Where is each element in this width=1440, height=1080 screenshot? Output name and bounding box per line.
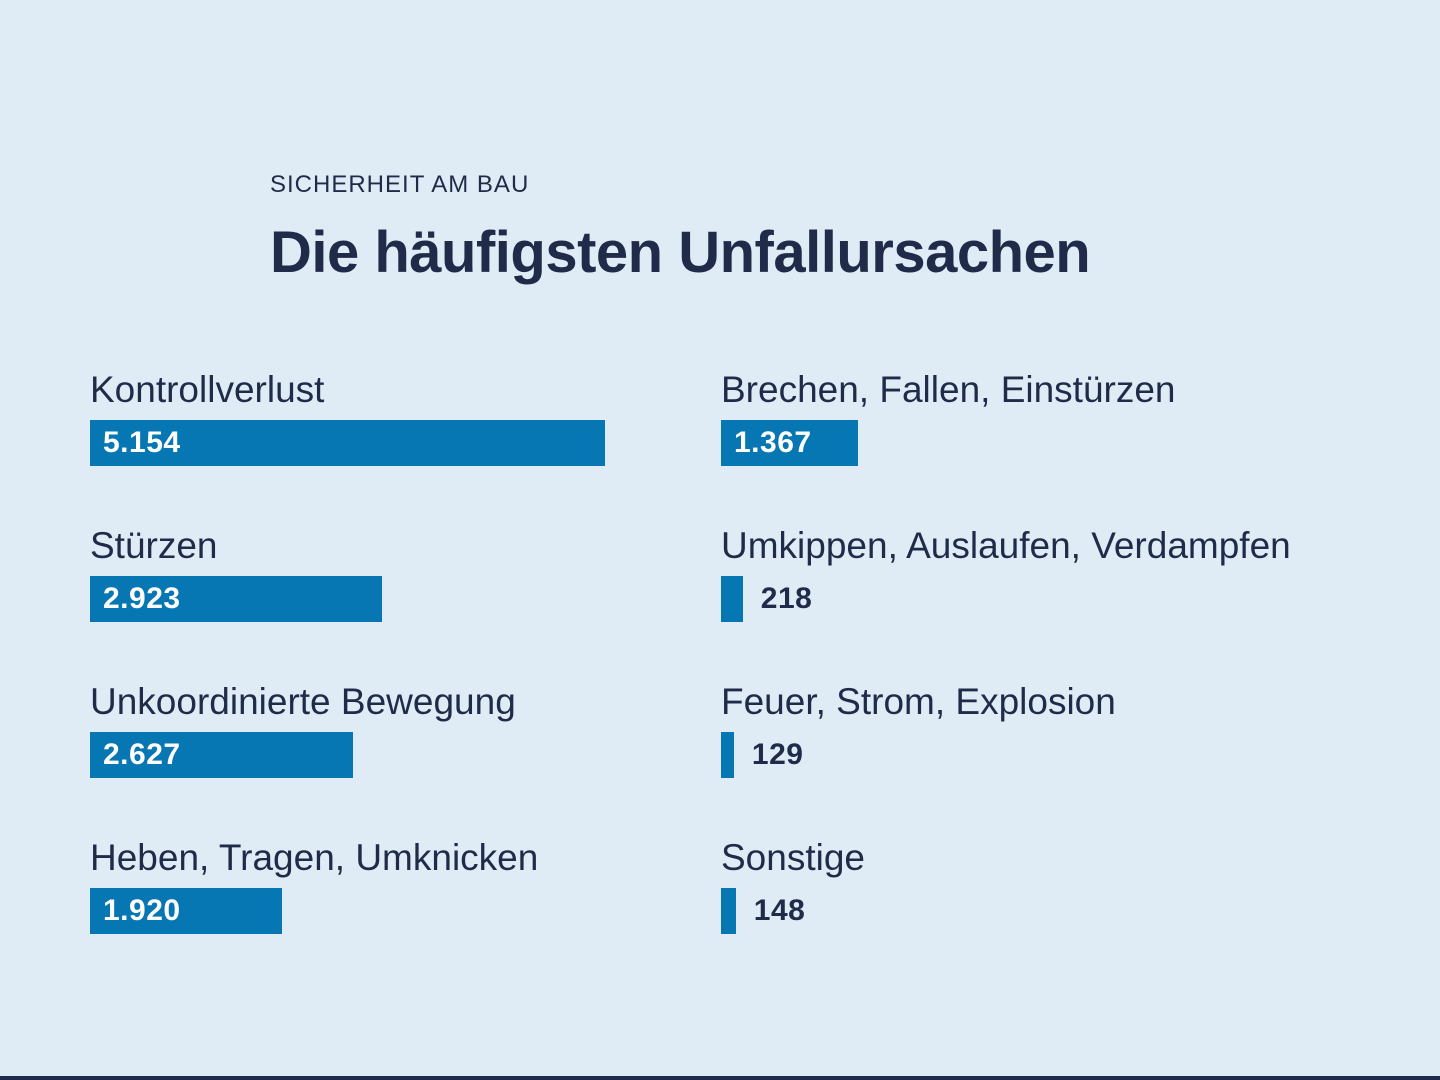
page-title: Die häufigsten Unfallursachen	[270, 220, 1091, 285]
bar-value: 1.367	[734, 426, 812, 459]
bar	[721, 576, 743, 622]
bar-label: Unkoordinierte Bewegung	[90, 681, 516, 722]
bar: 2.627	[90, 732, 353, 778]
bar-row-stuerzen: Stürzen 2.923	[90, 524, 721, 622]
bar-track: 2.627	[90, 732, 721, 778]
bar-row-sonstige: Sonstige 148	[721, 836, 1352, 934]
chart-header: SICHERHEIT AM BAU Die häufigsten Unfallu…	[270, 170, 1091, 286]
bar-label: Stürzen	[90, 525, 218, 566]
bar-chart: Kontrollverlust 5.154 Stürzen 2.923 Unko…	[0, 368, 1440, 992]
bar-track: 129	[721, 732, 1352, 778]
chart-column-right: Brechen, Fallen, Einstürzen 1.367 Umkipp…	[721, 368, 1352, 992]
bar-track: 1.920	[90, 888, 721, 934]
bar-row-kontrollverlust: Kontrollverlust 5.154	[90, 368, 721, 466]
bar-row-unkoordinierte-bewegung: Unkoordinierte Bewegung 2.627	[90, 680, 721, 778]
bar-value: 129	[751, 738, 804, 771]
bar-row-brechen-fallen-einstuerzen: Brechen, Fallen, Einstürzen 1.367	[721, 368, 1352, 466]
bar: 1.920	[90, 888, 282, 934]
bar-value: 148	[753, 894, 806, 927]
bar: 2.923	[90, 576, 383, 622]
bar-row-heben-tragen-umknicken: Heben, Tragen, Umknicken 1.920	[90, 836, 721, 934]
chart-column-left: Kontrollverlust 5.154 Stürzen 2.923 Unko…	[90, 368, 721, 992]
bar-track: 5.154	[90, 420, 721, 466]
bar-track: 1.367	[721, 420, 1352, 466]
bar-row-umkippen-auslaufen-verdampfen: Umkippen, Auslaufen, Verdampfen 218	[721, 524, 1352, 622]
kicker-text: SICHERHEIT AM BAU	[270, 171, 530, 198]
bar-value: 218	[760, 582, 813, 615]
bar-label: Feuer, Strom, Explosion	[721, 681, 1116, 722]
bottom-accent-rule	[0, 1076, 1440, 1080]
bar-label: Brechen, Fallen, Einstürzen	[721, 369, 1176, 410]
bar-track: 218	[721, 576, 1352, 622]
bar-label: Heben, Tragen, Umknicken	[90, 837, 539, 878]
bar-track: 2.923	[90, 576, 721, 622]
bar-value: 2.923	[103, 582, 181, 615]
bar-row-feuer-strom-explosion: Feuer, Strom, Explosion 129	[721, 680, 1352, 778]
bar-value: 1.920	[103, 894, 181, 927]
bar	[721, 888, 736, 934]
bar-label: Kontrollverlust	[90, 369, 325, 410]
bar-label: Umkippen, Auslaufen, Verdampfen	[721, 525, 1291, 566]
bar-value: 2.627	[103, 738, 181, 771]
bar: 1.367	[721, 420, 858, 466]
bar-label: Sonstige	[721, 837, 865, 878]
bar: 5.154	[90, 420, 606, 466]
bar	[721, 732, 734, 778]
bar-track: 148	[721, 888, 1352, 934]
bar-value: 5.154	[103, 426, 181, 459]
